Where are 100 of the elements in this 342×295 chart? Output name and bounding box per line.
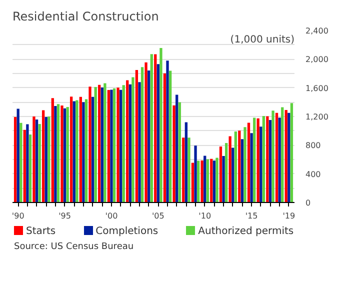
legend-label: Starts (25, 225, 56, 239)
bar (126, 80, 129, 202)
bar (79, 96, 82, 202)
bar (42, 110, 45, 202)
bar (100, 87, 104, 202)
bar (216, 158, 218, 202)
chart-subtitle: (1,000 units) (230, 34, 295, 46)
bar (98, 84, 101, 202)
y-tick-label: 2,000 (306, 55, 328, 64)
bar (160, 48, 162, 202)
bar (240, 139, 244, 202)
bar (272, 110, 274, 202)
x-tick-label: '19 (282, 212, 296, 220)
bar (290, 103, 294, 202)
bar (128, 84, 132, 202)
bar (14, 117, 17, 202)
bar (172, 105, 176, 202)
bar (196, 160, 200, 202)
bar (132, 77, 134, 202)
bar (260, 126, 262, 202)
x-tick-label: '00 (105, 212, 118, 220)
bar (225, 143, 228, 202)
x-tick-label: '90 (12, 212, 24, 220)
bar (234, 131, 238, 202)
bar (16, 108, 20, 202)
y-tick-label: 1,200 (306, 112, 328, 122)
bar (250, 133, 253, 202)
bar (66, 106, 69, 202)
bar (268, 120, 272, 202)
bar (284, 110, 288, 202)
bar (256, 118, 260, 202)
bar (262, 116, 266, 202)
bar (63, 108, 66, 202)
bar (247, 122, 250, 202)
bar (188, 138, 190, 202)
bar (112, 88, 116, 202)
bar (135, 70, 138, 202)
bar (210, 158, 213, 202)
bar (232, 148, 234, 202)
bar (156, 64, 160, 202)
bar (206, 159, 209, 202)
bar (150, 54, 153, 202)
y-tick-label: 0 (306, 198, 311, 208)
bar (244, 127, 246, 202)
bar (184, 122, 188, 202)
bar (212, 160, 216, 202)
bar (163, 73, 166, 202)
bar (32, 116, 36, 202)
y-tick-label: 1,600 (306, 84, 328, 93)
bar (253, 118, 256, 202)
bar (140, 67, 144, 202)
bar (116, 88, 120, 202)
y-tick-label: 800 (306, 141, 321, 150)
bar (56, 104, 60, 202)
bar (166, 60, 169, 202)
bar (26, 124, 29, 202)
bar (110, 90, 113, 202)
bar (54, 106, 57, 202)
bar (204, 156, 206, 202)
chart-title: Residential Construction (12, 10, 159, 24)
bar (176, 94, 178, 202)
bar (194, 146, 197, 202)
x-tick-label: '05 (152, 212, 164, 220)
y-tick-label: 400 (306, 170, 321, 179)
bar (288, 112, 290, 202)
bar (144, 62, 148, 202)
legend-label: Authorized permits (197, 225, 294, 239)
bar (281, 107, 284, 202)
bar (76, 100, 78, 202)
bar (228, 136, 232, 202)
bar (122, 85, 125, 202)
bar (222, 156, 225, 202)
bar (20, 122, 22, 202)
bar (178, 102, 181, 202)
bar (107, 90, 110, 202)
bar (138, 82, 141, 202)
bar (51, 98, 54, 202)
bar (168, 70, 172, 202)
bar (278, 118, 281, 202)
bar (70, 96, 73, 202)
bar (23, 130, 26, 202)
bar (104, 83, 106, 202)
source-note: Source: US Census Bureau (14, 241, 134, 254)
bar (38, 124, 41, 202)
bar (148, 70, 150, 202)
bar (84, 99, 88, 202)
bar (72, 101, 76, 202)
legend-label: Completions (94, 225, 158, 239)
bar (238, 130, 241, 202)
x-tick-label: '95 (58, 212, 71, 220)
x-tick-label: '10 (198, 212, 212, 220)
bar (44, 117, 48, 202)
bar (154, 54, 157, 202)
bar (119, 90, 122, 202)
y-tick-label: 2,400 (306, 26, 328, 36)
x-tick-label: '15 (245, 212, 258, 220)
bar (60, 105, 64, 202)
bar (191, 162, 194, 202)
bar (182, 138, 185, 202)
bar (219, 146, 222, 202)
